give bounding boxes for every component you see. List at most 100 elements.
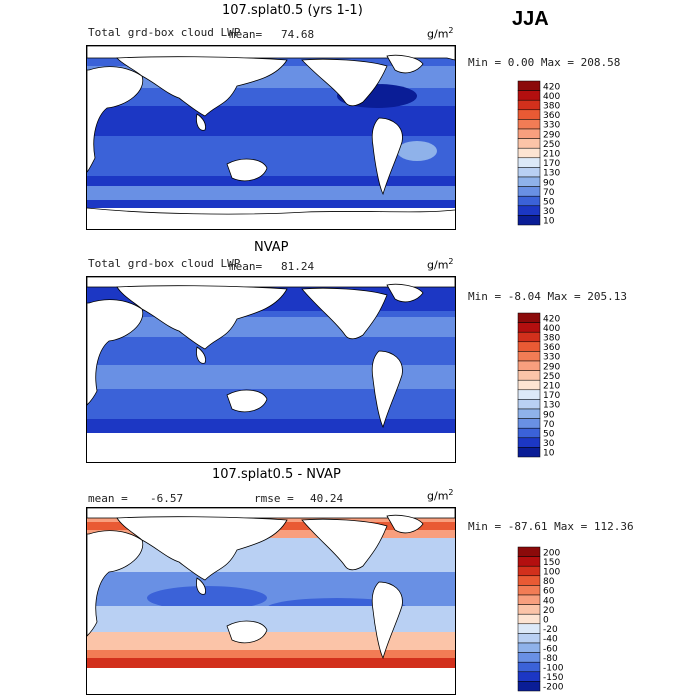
colorbar-tick-label: 360 (543, 343, 560, 353)
panel3-rmse-label: rmse = (254, 492, 294, 505)
colorbar-swatch (517, 408, 541, 419)
south-america-outline (371, 117, 403, 196)
colorbar-swatch (517, 546, 541, 557)
colorbar-swatch (517, 351, 541, 362)
eurasia-outline (116, 516, 288, 581)
colorbar-swatch (517, 556, 541, 567)
colorbar-swatch (517, 167, 541, 178)
colorbar-swatch (517, 215, 541, 226)
colorbar-tick-label: -40 (543, 635, 558, 645)
colorbar-swatch (517, 652, 541, 663)
colorbar-swatch (517, 341, 541, 352)
panel3-colorbar: 200150100806040200-20-40-60-80-100-150-2… (517, 546, 564, 693)
australia-outline (226, 620, 268, 644)
india-outline (196, 113, 206, 131)
colorbar-swatch (517, 613, 541, 625)
colorbar-swatch (517, 138, 541, 149)
colorbar-tick-label: 400 (543, 92, 560, 102)
panel2-minmax: Min = -8.04 Max = 205.13 (468, 290, 627, 303)
colorbar-swatch (517, 661, 541, 673)
panel3-mean-label: mean = (88, 492, 128, 505)
colorbar-tick-label: 170 (543, 391, 560, 401)
colorbar-tick-label: 200 (543, 548, 560, 558)
colorbar-swatch (517, 90, 541, 101)
colorbar-swatch (517, 447, 541, 458)
colorbar-tick-label: 30 (543, 207, 555, 217)
panel1-colorbar-swatches (517, 80, 541, 226)
antarctica-coast (87, 207, 455, 215)
panel1-map (86, 45, 456, 230)
africa-outline (87, 530, 144, 637)
colorbar-swatch (517, 99, 541, 111)
antarctica-land (87, 668, 455, 694)
panel1-mean-value: 74.68 (281, 28, 315, 41)
colorbar-tick-label: 70 (543, 420, 555, 430)
greenland-outline (386, 54, 424, 74)
panel1-title: 107.splat0.5 (yrs 1-1) (222, 3, 363, 18)
australia-outline (226, 158, 268, 182)
colorbar-swatch (517, 119, 541, 130)
panel2-mean-label: mean= (229, 260, 263, 273)
colorbar-tick-label: 130 (543, 401, 560, 411)
colorbar-tick-label: 80 (543, 577, 555, 587)
band-south-midlat (87, 186, 455, 200)
north-america-outline (301, 58, 388, 107)
colorbar-tick-label: -20 (543, 625, 558, 635)
band-southern-ocean (87, 389, 455, 419)
eurasia-outline (116, 285, 288, 350)
continents (87, 46, 455, 196)
colorbar-tick-label: 20 (543, 606, 555, 616)
colorbar-tick-label: -60 (543, 644, 558, 654)
colorbar-swatch (517, 322, 541, 333)
colorbar-tick-label: 330 (543, 121, 560, 131)
panel2-colorbar-swatches (517, 312, 541, 458)
colorbar-tick-label: 100 (543, 568, 560, 578)
colorbar-tick-label: 380 (543, 102, 560, 112)
colorbar-tick-label: -80 (543, 654, 558, 664)
colorbar-swatch (517, 205, 541, 216)
south-america-outline (371, 581, 403, 660)
colorbar-tick-label: -200 (543, 683, 564, 693)
colorbar-swatch (517, 109, 541, 120)
panel3-colorbar-labels: 200150100806040200-20-40-60-80-100-150-2… (543, 548, 564, 692)
colorbar-tick-label: 30 (543, 439, 555, 449)
panel3-map (86, 507, 456, 695)
colorbar-swatch (517, 186, 541, 197)
colorbar-swatch (517, 80, 541, 91)
panel2-mean-value: 81.24 (281, 260, 315, 273)
colorbar-swatch (517, 623, 541, 634)
colorbar-swatch (517, 642, 541, 653)
africa-outline (87, 299, 144, 406)
colorbar-tick-label: 290 (543, 130, 560, 140)
panel2-title: NVAP (254, 240, 289, 255)
north-america-outline (301, 287, 388, 340)
india-outline (196, 346, 206, 364)
colorbar-tick-label: 150 (543, 558, 560, 568)
colorbar-swatch (517, 176, 541, 187)
panel3-units: g/m2 (427, 488, 454, 503)
colorbar-swatch (517, 681, 541, 692)
colorbar-tick-label: 290 (543, 362, 560, 372)
colorbar-swatch (517, 147, 541, 159)
colorbar-tick-label: 210 (543, 382, 560, 392)
colorbar-tick-label: 50 (543, 198, 555, 208)
colorbar-swatch (517, 389, 541, 400)
greenland-outline (386, 283, 424, 303)
colorbar-swatch (517, 633, 541, 644)
band-south-polar (87, 419, 455, 433)
strong-negative-indian (147, 586, 267, 610)
colorbar-swatch (517, 671, 541, 682)
colorbar-swatch (517, 379, 541, 391)
eurasia-outline (116, 56, 288, 117)
panel2-units: g/m2 (427, 257, 454, 272)
greenland-outline (386, 514, 424, 534)
colorbar-swatch (517, 437, 541, 448)
panel3-mean-value: -6.57 (150, 492, 184, 505)
colorbar-swatch (517, 594, 541, 605)
band-southern-ocean-strong (87, 658, 455, 668)
colorbar-tick-label: 380 (543, 334, 560, 344)
continents (87, 508, 455, 660)
panel2-map (86, 276, 456, 463)
colorbar-tick-label: 60 (543, 587, 555, 597)
